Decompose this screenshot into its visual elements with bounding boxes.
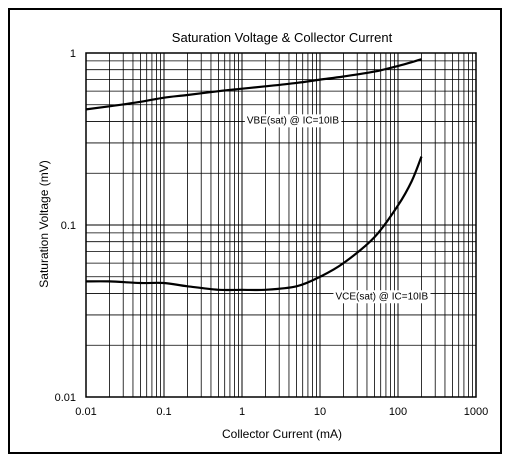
x-tick-label: 10: [314, 406, 326, 418]
series-line-1: [85, 156, 423, 292]
grid: [85, 53, 476, 398]
x-tick-label: 0.1: [156, 406, 171, 418]
tick-labels: 0.01 0.1 1 10 100 1000 0.01 0.1 1: [55, 48, 489, 418]
series-annotation: VBE(sat) @ IC=10IB: [247, 115, 339, 126]
y-tick-label: 0.01: [55, 392, 76, 404]
y-tick-label: 1: [70, 48, 76, 60]
x-tick-label: 1: [239, 406, 245, 418]
series-annotation: VCE(sat) @ IC=10IB: [335, 291, 428, 302]
plot-border: [85, 52, 477, 398]
annotations: VBE(sat) @ IC=10IB VCE(sat) @ IC=10IB: [244, 114, 431, 304]
annotation-background: [244, 114, 342, 128]
series-line-0: [85, 58, 422, 111]
annotation-background: [333, 290, 431, 304]
chart-title: Saturation Voltage & Collector Current: [172, 30, 393, 45]
x-tick-label: 0.01: [75, 406, 96, 418]
x-tick-label: 1000: [464, 406, 488, 418]
y-tick-label: 0.1: [61, 220, 76, 232]
chart-frame: [8, 8, 502, 454]
x-axis-label: Collector Current (mA): [222, 427, 342, 441]
y-axis-label: Saturation Voltage (mV): [37, 160, 51, 287]
series-layer: [85, 58, 423, 292]
x-tick-label: 100: [389, 406, 407, 418]
